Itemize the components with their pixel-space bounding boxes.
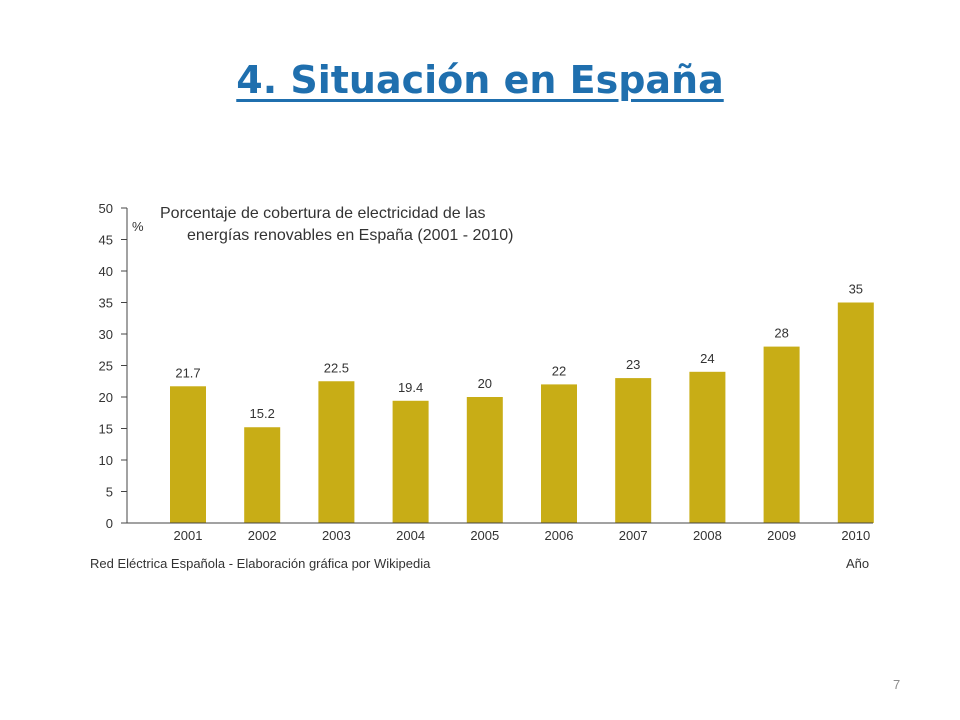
y-tick-label: 0 (106, 516, 113, 531)
bar (837, 302, 874, 523)
y-axis-label: % (132, 219, 144, 234)
chart-title-line2: energías renovables en España (2001 - 20… (187, 227, 513, 244)
slide-title: 4. Situación en España (236, 58, 724, 102)
bar-value-label: 19.4 (398, 380, 423, 395)
x-tick-label: 2002 (248, 528, 277, 543)
slide-number: 7 (893, 677, 901, 692)
bar (615, 378, 652, 523)
y-tick-label: 45 (99, 233, 113, 248)
y-tick-label: 15 (99, 422, 113, 437)
bar-value-label: 15.2 (250, 406, 275, 421)
x-tick-label: 2009 (767, 528, 796, 543)
x-tick-label: 2008 (693, 528, 722, 543)
bar (170, 386, 206, 523)
bar (541, 384, 577, 523)
bar-value-label: 21.7 (175, 365, 200, 380)
x-axis-label: Año (846, 556, 869, 571)
x-tick-label: 2004 (396, 528, 425, 543)
x-tick-label: 2007 (619, 528, 648, 543)
x-tick-label: 2010 (841, 528, 870, 543)
bar (392, 400, 429, 523)
x-tick-label: 2003 (322, 528, 351, 543)
x-tick-label: 2005 (470, 528, 499, 543)
bar-value-label: 35 (849, 282, 863, 297)
y-tick-label: 25 (99, 359, 113, 374)
y-tick-label: 50 (99, 201, 113, 216)
y-tick-label: 35 (99, 296, 113, 311)
x-axis: 2001 2002 2003 2004 2005 2006 2007 2008 2009 2010 (127, 522, 873, 543)
bar-value-label: 22 (552, 363, 566, 378)
y-tick-label: 30 (99, 327, 113, 342)
bar-value-label: 28 (774, 326, 788, 341)
chart-source-note: Red Eléctrica Española - Elaboración grá… (90, 556, 431, 571)
y-tick-label: 10 (99, 453, 113, 468)
x-tick-label: 2006 (545, 528, 574, 543)
y-tick-label: 40 (99, 264, 113, 279)
bar-value-label: 22.5 (324, 360, 349, 375)
bar-value-label: 24 (700, 351, 714, 366)
chart-title-line1: Porcentaje de cobertura de electricidad … (160, 205, 486, 222)
y-tick-label: 20 (99, 390, 113, 405)
y-tick-label: 5 (106, 485, 113, 500)
bar-value-label: 20 (478, 376, 492, 391)
bar-value-label: 23 (626, 357, 640, 372)
x-tick-label: 2001 (174, 528, 203, 543)
bar (466, 397, 503, 523)
bars: 21.7 15.2 22.5 19.4 20 22 23 24 28 35 (170, 282, 874, 523)
bar (763, 346, 800, 523)
bar (689, 371, 726, 523)
bar (318, 381, 355, 523)
bar (244, 427, 281, 523)
y-axis: 0 5 10 15 20 25 30 35 40 45 50 (99, 201, 128, 531)
